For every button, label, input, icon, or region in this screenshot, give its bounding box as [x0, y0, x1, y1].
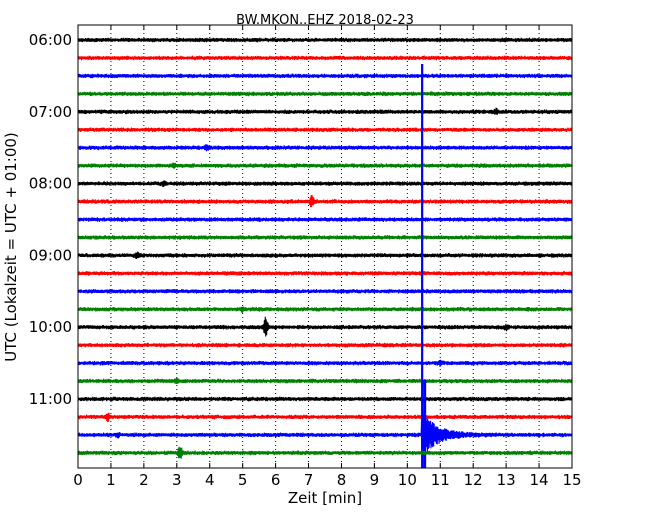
x-tick-label: 5 [238, 471, 248, 489]
trace-row-1130 [77, 416, 573, 458]
x-tick-label: 15 [562, 471, 581, 489]
x-tick-label: 8 [337, 471, 347, 489]
trace-row-0815 [77, 194, 573, 208]
x-tick-label: 11 [431, 471, 450, 489]
x-tick-label: 7 [304, 471, 314, 489]
trace-row-0615 [77, 55, 573, 61]
trace-row-0700 [77, 107, 573, 115]
trace-rows [77, 37, 573, 468]
y-tick-label: 09:00 [29, 246, 72, 264]
trace-row-0830 [77, 217, 573, 222]
x-tick-label: 0 [73, 471, 83, 489]
chart-title: BW.MKON..EHZ 2018-02-23 [236, 13, 414, 28]
trace-row-0645 [77, 91, 573, 97]
grid-lines [110, 25, 540, 468]
x-tick-label: 6 [271, 471, 281, 489]
trace-row-0900 [77, 251, 573, 259]
y-tick-label: 08:00 [29, 175, 72, 193]
trace-row-1100 [77, 396, 573, 402]
y-axis-ticks: 06:00 07:00 08:00 09:00 10:00 11:00 [29, 31, 572, 408]
x-tick-label: 2 [139, 471, 149, 489]
trace-row-0845 [77, 235, 573, 240]
x-tick-label: 9 [370, 471, 380, 489]
trace-row-0745 [77, 162, 573, 169]
trace-row-0715 [77, 127, 573, 133]
trace-row-1015 [77, 342, 573, 348]
y-tick-label: 06:00 [29, 31, 72, 49]
plot-frame [77, 24, 573, 469]
trace-row-1145 [77, 446, 573, 459]
x-axis-ticks: 0 1 2 3 4 5 6 7 8 9 10 11 12 13 14 15 [73, 25, 582, 489]
trace-row-0800 [77, 180, 573, 187]
x-axis-label: Zeit [min] [288, 489, 362, 507]
x-tick-label: 13 [497, 471, 516, 489]
x-tick-label: 14 [530, 471, 549, 489]
y-tick-label: 07:00 [29, 103, 72, 121]
trace-row-0600 [77, 37, 573, 43]
trace-row-0915 [77, 270, 573, 276]
x-tick-label: 12 [464, 471, 483, 489]
x-tick-label: 10 [398, 471, 417, 489]
trace-row-0630 [77, 73, 573, 79]
x-tick-label: 3 [172, 471, 182, 489]
trace-row-0730 [77, 144, 573, 152]
trace-row-1045 [77, 377, 573, 384]
y-axis-label: UTC (Lokalzeit = UTC + 01:00) [2, 132, 20, 362]
trace-row-0930 [77, 288, 573, 294]
trace-row-1000 [77, 316, 573, 337]
trace-row-1030 [77, 359, 573, 367]
y-tick-label: 11:00 [29, 390, 72, 408]
trace-row-0945 [77, 306, 573, 313]
trace-row-1115 [77, 412, 573, 422]
x-tick-label: 4 [205, 471, 215, 489]
x-tick-label: 1 [106, 471, 116, 489]
y-tick-label: 10:00 [29, 318, 72, 336]
